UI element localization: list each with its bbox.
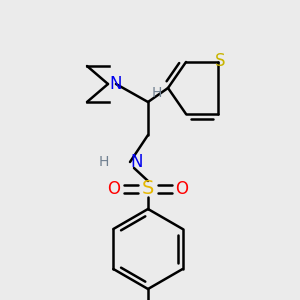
Text: N: N — [130, 153, 142, 171]
Text: S: S — [215, 52, 225, 70]
Text: H: H — [152, 86, 162, 100]
Text: N: N — [110, 75, 122, 93]
Text: O: O — [107, 180, 121, 198]
Text: S: S — [142, 179, 154, 199]
Text: H: H — [99, 155, 109, 169]
Text: O: O — [176, 180, 188, 198]
